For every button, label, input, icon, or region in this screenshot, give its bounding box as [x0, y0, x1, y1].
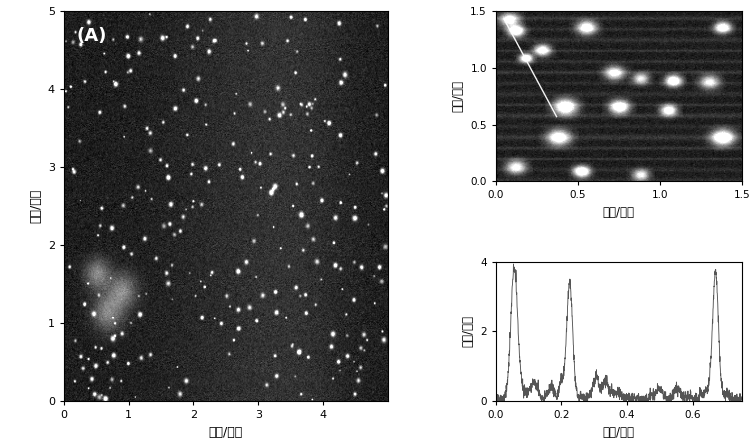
X-axis label: 长度/微米: 长度/微米 [209, 426, 243, 439]
Y-axis label: 长度/微米: 长度/微米 [29, 189, 42, 223]
Y-axis label: 高度/纳米: 高度/纳米 [462, 315, 474, 347]
X-axis label: 长度/微米: 长度/微米 [603, 426, 635, 439]
X-axis label: 长度/微米: 长度/微米 [603, 206, 635, 219]
Y-axis label: 长度/微米: 长度/微米 [452, 80, 465, 112]
Text: (A): (A) [77, 27, 108, 45]
